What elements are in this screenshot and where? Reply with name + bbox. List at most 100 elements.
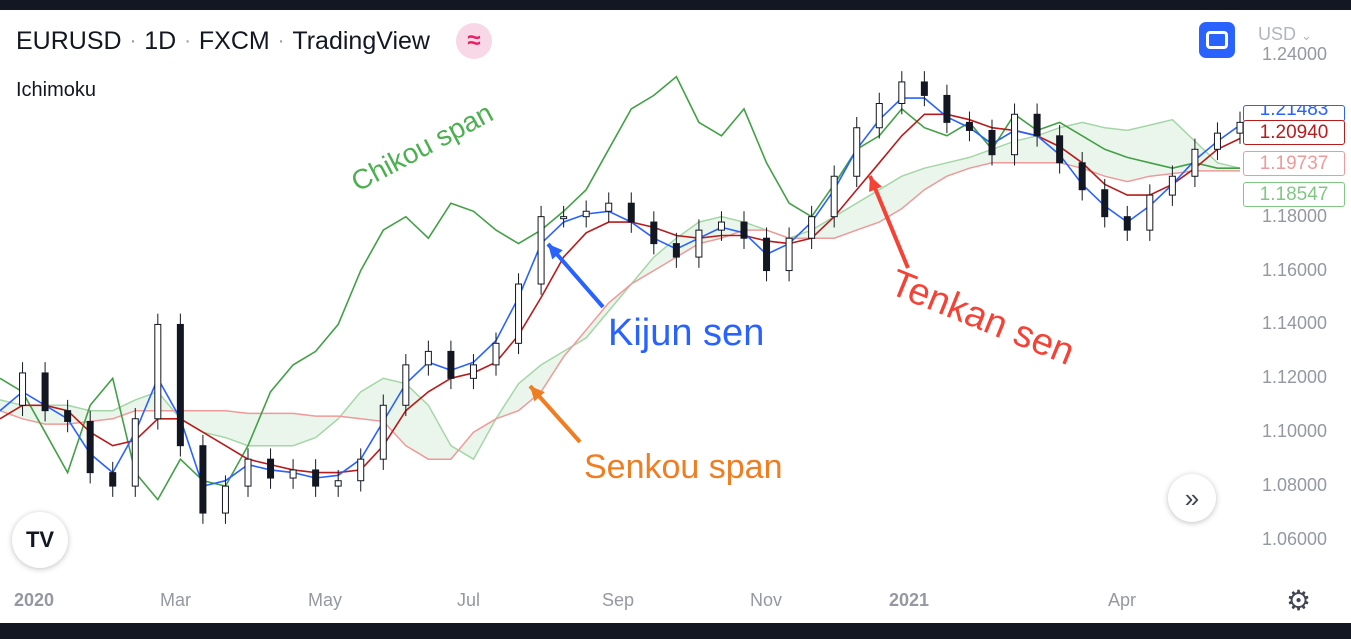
separator-dot: · — [184, 29, 191, 52]
interval-label[interactable]: 1D — [144, 26, 177, 55]
candle-body — [1146, 194, 1154, 231]
chikou-span-line — [0, 75, 1240, 502]
candle-body — [244, 458, 252, 487]
candle-body — [1011, 113, 1019, 156]
currency-selector[interactable]: USD ⌄ — [1258, 24, 1312, 45]
candle-body — [875, 103, 883, 129]
candle-body — [379, 404, 387, 460]
gear-icon[interactable]: ⚙ — [1286, 585, 1312, 616]
candle-body — [357, 458, 365, 482]
price-tag: 1.21483 — [1243, 105, 1345, 122]
price-tag: 1.20940 — [1243, 120, 1345, 145]
candle-body — [267, 458, 275, 479]
symbol-name: EURUSD — [16, 26, 122, 55]
candle-body — [109, 472, 117, 487]
time-axis-tick: Jul — [457, 590, 481, 610]
annotation-arrow — [868, 175, 910, 269]
tenkan-sen-line — [0, 97, 1241, 488]
annotation-arrows — [528, 175, 910, 444]
chevron-down-icon: ⌄ — [1301, 28, 1312, 43]
time-axis-tick: May — [308, 590, 343, 610]
candle-body — [965, 121, 973, 131]
annotation-arrow-head — [869, 176, 882, 192]
candle-body — [492, 342, 500, 366]
candle-body — [717, 221, 725, 231]
candle-body — [1168, 175, 1176, 196]
candle-body — [289, 469, 297, 479]
candle-body — [1056, 135, 1064, 164]
candle-body — [447, 350, 455, 379]
candle-body — [830, 175, 838, 218]
kijun-sen-annotation: Kijun sen — [608, 312, 765, 354]
price-axis-tick: 1.24000 — [1262, 44, 1328, 64]
candle-body — [424, 350, 432, 366]
candle-body — [537, 216, 545, 285]
candle-body — [515, 283, 523, 344]
candle-body — [627, 202, 635, 223]
candle-body — [176, 323, 184, 447]
candle-body — [898, 81, 906, 104]
price-axis-tick: 1.10000 — [1262, 421, 1328, 442]
symbol-header[interactable]: EURUSD · 1D · FXCM · TradingView ≈ — [16, 23, 492, 59]
price-axis-tick: 1.08000 — [1262, 475, 1328, 496]
time-axis-tick: Apr — [1108, 590, 1137, 610]
candle-body — [1213, 132, 1221, 150]
candle-body — [199, 445, 207, 514]
candle-body — [763, 237, 771, 272]
price-axis-tick: 1.14000 — [1262, 313, 1328, 334]
navigation-bar-bottom — [0, 623, 1351, 639]
candle-body — [740, 221, 748, 239]
candle-body — [312, 469, 320, 487]
candle-body — [943, 94, 951, 123]
candle-body — [695, 229, 703, 258]
candle-body — [154, 323, 162, 420]
candle-body — [808, 216, 816, 239]
candle-body — [650, 221, 658, 245]
candle-body — [1033, 113, 1041, 137]
candle-body — [86, 420, 94, 474]
candle-body — [672, 243, 680, 258]
price-tag: 1.19737 — [1243, 151, 1345, 176]
exchange-label: FXCM — [198, 26, 270, 55]
candle-body — [1101, 189, 1109, 218]
price-axis-tick: 1.06000 — [1262, 529, 1328, 549]
annotation-arrow-head — [548, 244, 563, 260]
time-axis-tick: 2021 — [889, 590, 930, 610]
price-axis-tick: 1.18000 — [1262, 205, 1328, 226]
candle-body — [64, 410, 72, 422]
senkou-cloud — [0, 119, 1240, 460]
candle-body — [41, 372, 49, 412]
senkou-a-line — [0, 118, 1241, 461]
candle-body — [1078, 162, 1086, 191]
price-axis-tick: 1.16000 — [1262, 259, 1328, 280]
candle-body — [560, 216, 568, 220]
candle-body — [582, 210, 590, 218]
candle-body — [605, 202, 613, 212]
time-axis-tick: 2020 — [14, 590, 55, 610]
candle-body — [988, 129, 996, 156]
fullscreen-button[interactable] — [1199, 22, 1235, 58]
separator-dot: · — [129, 29, 137, 52]
tradingview-logo[interactable]: TV — [12, 512, 68, 568]
status-bar-top — [0, 0, 1351, 10]
indicator-label[interactable]: Ichimoku — [16, 79, 97, 101]
candle-body — [920, 81, 928, 96]
source-label: TradingView — [292, 26, 430, 55]
fullscreen-icon — [1206, 31, 1228, 49]
candle-body — [469, 364, 477, 379]
candle-body — [221, 485, 229, 514]
candle-body — [785, 237, 793, 272]
candle-body — [402, 364, 410, 406]
scroll-to-realtime-button[interactable]: » — [1168, 474, 1216, 522]
separator-dot: · — [277, 29, 285, 52]
compare-badge-icon[interactable]: ≈ — [455, 23, 492, 59]
candle-body — [853, 127, 861, 177]
senkou-b-line — [0, 162, 1240, 460]
time-axis-tick: Mar — [160, 590, 191, 610]
candle-body — [1123, 216, 1131, 231]
candle-body — [1191, 148, 1199, 177]
price-candles — [19, 71, 1244, 524]
candle-body — [19, 372, 27, 406]
time-axis-tick: Sep — [602, 590, 635, 610]
